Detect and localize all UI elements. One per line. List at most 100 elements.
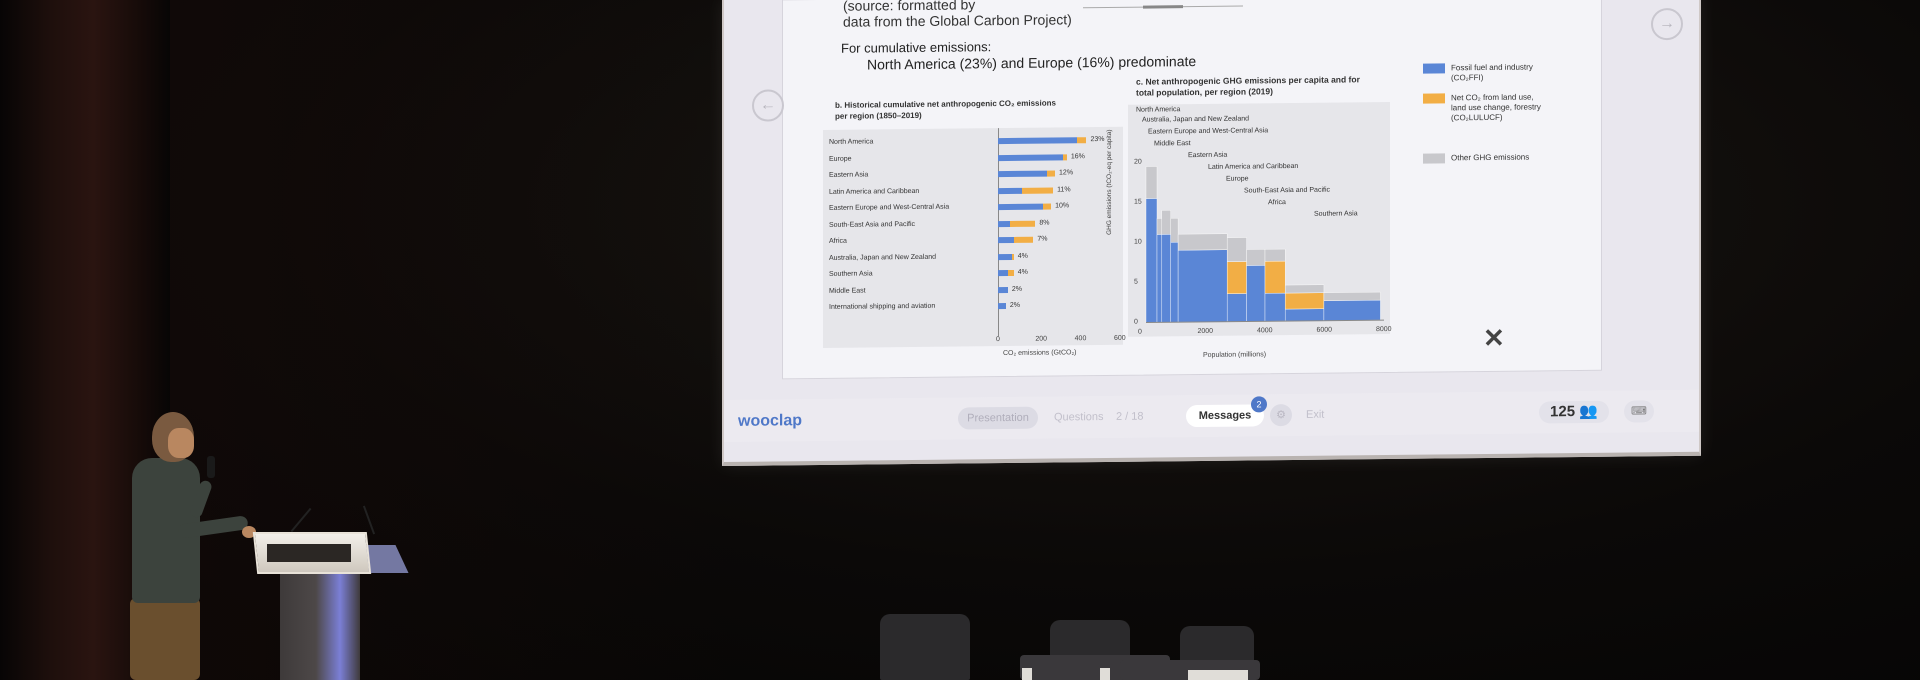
chart-b-data-label: 2%: [1011, 285, 1022, 293]
participant-count: 125 👥: [1539, 400, 1609, 424]
chart-b-category-label: Europe: [829, 155, 852, 163]
institution-seal-icon: [1520, 334, 1570, 335]
chart-c-bar-segment: [1264, 292, 1286, 322]
legend-swatch: [1423, 93, 1445, 104]
participant-count-value: 125: [1550, 403, 1576, 421]
source-divider: [1083, 5, 1243, 11]
chart-c-bar-segment: [1285, 284, 1325, 294]
chart-b-bar-lulucf: [1011, 253, 1014, 260]
chart-c-bar-segment: [1177, 233, 1228, 251]
settings-icon[interactable]: ⚙: [1270, 404, 1292, 427]
chart-c-region-label: Europe: [1226, 175, 1249, 183]
exit-button[interactable]: Exit: [1306, 408, 1325, 421]
wooclap-logo: wooclap: [738, 412, 803, 430]
legend-label: Net CO₂ from land use, land use change, …: [1451, 92, 1541, 123]
chart-b-category-label: Eastern Asia: [829, 171, 869, 179]
chart-c-bar-segment: [1246, 265, 1266, 322]
chart-c-region-label: Africa: [1268, 199, 1286, 207]
legend-label: Other GHG emissions: [1451, 152, 1530, 163]
chart-b-bar-ffi: [998, 270, 1008, 277]
next-slide-button[interactable]: →: [1651, 7, 1683, 41]
legend-label: Fossil fuel and industry (CO₂FFI): [1451, 62, 1533, 83]
chart-c-region-label: Latin America and Caribbean: [1208, 162, 1299, 171]
questions-button[interactable]: Questions: [1054, 411, 1104, 424]
chart-c-bar-segment: [1323, 299, 1381, 321]
chart-c-region-label: South-East Asia and Pacific: [1244, 186, 1330, 195]
chart-c-x-tick: 2000: [1197, 327, 1214, 336]
chart-c-x-tick: 6000: [1316, 326, 1333, 334]
keyboard-icon[interactable]: ⌨: [1624, 400, 1654, 423]
chart-c-bar-segment: [1227, 237, 1247, 262]
legend-swatch: [1423, 153, 1445, 164]
chart-b-category-label: North America: [829, 138, 874, 146]
chart-b-bar-ffi: [998, 170, 1048, 178]
cumulative-text: For cumulative emissions: North America …: [841, 36, 1196, 74]
chart-b-data-label: 10%: [1055, 202, 1070, 210]
chart-b-bar-ffi: [998, 253, 1012, 260]
chart-c-region-label: Eastern Europe and West-Central Asia: [1148, 127, 1269, 136]
chart-b-data-label: 23%: [1090, 135, 1105, 144]
chart-b-data-label: 7%: [1037, 235, 1048, 243]
prev-slide-button[interactable]: ←: [752, 89, 784, 122]
slide: (source: formatted by data from the Glob…: [782, 0, 1602, 380]
chart-c-bar-segment: [1264, 248, 1286, 262]
chart-c-x-axis: [1146, 319, 1384, 324]
chart-c-bar-segment: [1285, 292, 1325, 310]
chart-c: GHG emissions (tCO₂-eq per capita) Popul…: [1106, 102, 1392, 359]
chart-b-tick-label: 0: [996, 336, 1000, 344]
chart-b-bar-ffi: [998, 187, 1022, 194]
chart-c-x-tick: 0: [1138, 328, 1142, 336]
speaker-hand: [242, 526, 256, 538]
chart-b-category-label: Southern Asia: [829, 270, 873, 278]
chart-b-data-label: 2%: [1009, 301, 1020, 309]
chart-c-bar-segment: [1145, 166, 1158, 199]
chart-c-x-tick: 4000: [1257, 327, 1273, 335]
institution-logo-icon: ✕: [1483, 322, 1505, 354]
cumulative-sub: North America (23%) and Europe (16%) pre…: [867, 53, 1197, 73]
chart-b-bar-ffi: [998, 203, 1044, 211]
chart-b-xlabel: CO₂ emissions (GtCO₂): [1003, 349, 1077, 358]
chart-c-svg: [1145, 166, 1384, 324]
chart-b-category-label: Africa: [829, 237, 847, 245]
chart-c-bar-segment: [1145, 198, 1158, 323]
chart-c-y-tick: 20: [1134, 158, 1142, 166]
chart-b-bar-lulucf: [1076, 137, 1087, 144]
chart-b: CO₂ emissions (GtCO₂) North America 23% Eu…: [823, 126, 1126, 357]
chart-b-bar-ffi: [998, 220, 1010, 227]
chart-b-data-label: 11%: [1057, 185, 1071, 193]
chart-c-region-label: Australia, Japan and New Zealand: [1142, 115, 1250, 124]
chart-b-category-label: International shipping and aviation: [829, 302, 936, 311]
chart-c-bar-segment: [1161, 210, 1171, 235]
chart-c-region-label: North America: [1136, 106, 1181, 114]
chart-b-bar-lulucf: [1007, 269, 1014, 277]
presentation-button[interactable]: Presentation: [958, 406, 1038, 430]
handheld-mic-icon: [207, 456, 215, 478]
chart-b-bar-lulucf: [1047, 170, 1056, 177]
chart-b-category-label: Middle East: [829, 286, 866, 295]
chart-c-bar-segment: [1227, 293, 1247, 322]
speaker-legs: [130, 598, 200, 680]
chart-c-bar-segment: [1170, 242, 1179, 323]
chart-b-data-label: 8%: [1039, 219, 1050, 227]
chart-b-tick-label: 600: [1114, 334, 1126, 342]
source-line-2: data from the Global Carbon Project): [843, 11, 1072, 30]
chart-c-y-tick: 5: [1134, 278, 1138, 286]
chart-c-ylabel: GHG emissions (tCO₂-eq per capita): [1106, 129, 1113, 235]
chart-c-region-label: Middle East: [1154, 140, 1191, 148]
chart-c-bar-segment: [1323, 291, 1381, 301]
chair-1: [880, 614, 970, 680]
podium-body: [280, 568, 360, 680]
chart-b-category-label: South-East Asia and Pacific: [829, 220, 915, 229]
source-text: (source: formatted by data from the Glob…: [843, 0, 1072, 30]
chart-c-xlabel: Population (millions): [1203, 351, 1267, 359]
chart-c-y-tick: 10: [1134, 238, 1142, 246]
chart-b-bar-lulucf: [1009, 220, 1036, 227]
chart-b-category-label: Eastern Europe and West-Central Asia: [829, 203, 950, 212]
messages-badge: 2: [1251, 396, 1267, 413]
chart-c-bar-segment: [1264, 260, 1286, 294]
question-counter[interactable]: 2 / 18: [1116, 410, 1144, 423]
legend-swatch: [1423, 63, 1445, 74]
chart-c-y-tick: 15: [1134, 198, 1142, 206]
chart-b-bar-lulucf: [1043, 203, 1052, 210]
chart-c-bar-segment: [1170, 218, 1179, 243]
